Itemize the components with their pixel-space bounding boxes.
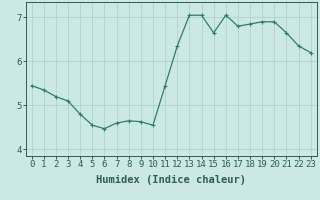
X-axis label: Humidex (Indice chaleur): Humidex (Indice chaleur) (96, 175, 246, 185)
